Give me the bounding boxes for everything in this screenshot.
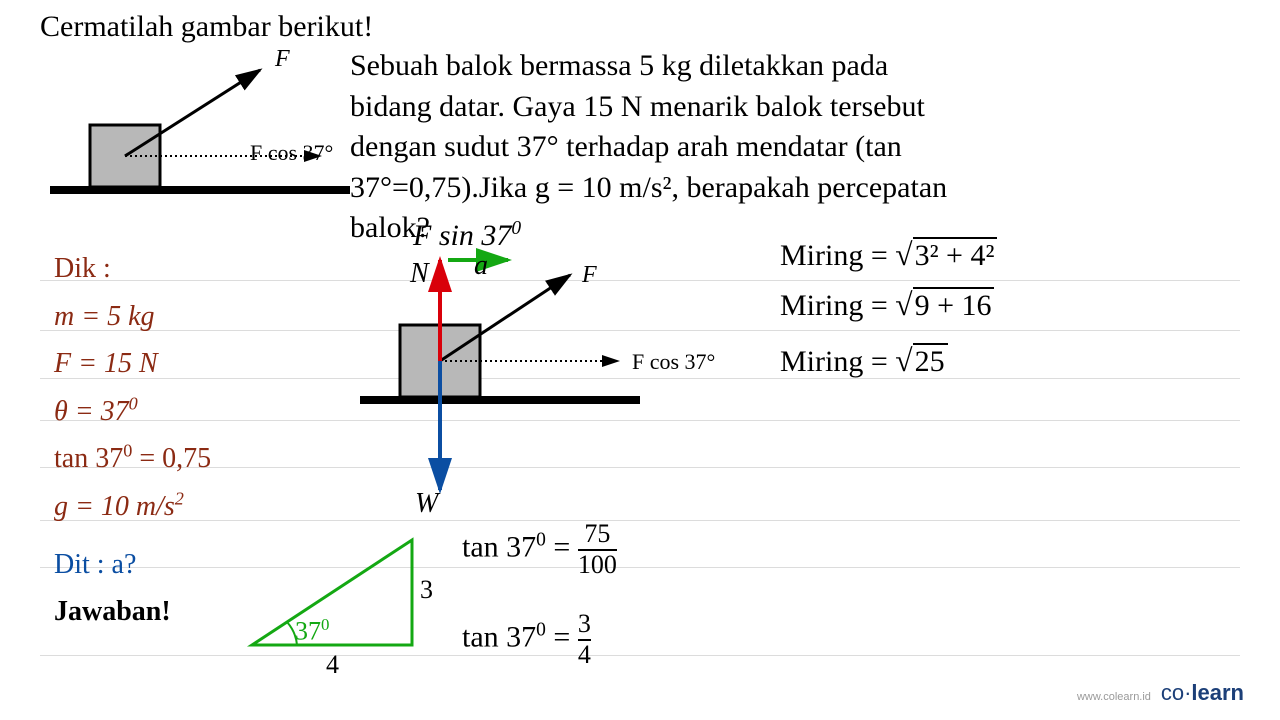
miring-2-body: 9 + 16 — [913, 287, 995, 323]
miring-3-body: 25 — [913, 343, 948, 379]
miring-1-body: 3² + 4² — [913, 237, 998, 273]
problem-line: 37°=0,75).Jika g = 10 m/s², berapakah pe… — [350, 171, 947, 204]
label-Fcos37: F cos 37° — [250, 140, 333, 166]
tan2-left: tan 37 — [462, 620, 536, 653]
frac1-num: 75 — [578, 520, 617, 549]
page-title: Cermatilah gambar berikut! — [40, 10, 373, 44]
dik-tan-l: tan 37 — [54, 443, 123, 474]
dik-theta: θ = 370 — [54, 388, 211, 436]
footer-url: www.colearn.id — [1077, 691, 1151, 703]
sqrt-icon: 25 — [895, 343, 947, 379]
dik-theta-l: θ = 37 — [54, 396, 129, 427]
given-block: Dik : m = 5 kg F = 15 N θ = 370 tan 370 … — [54, 245, 211, 636]
fraction-1: 75 100 — [578, 520, 617, 579]
triangle-angle-sup: 0 — [321, 615, 329, 634]
tan-eq-1: tan 370 = 75 100 — [462, 520, 617, 579]
hline — [40, 520, 1240, 521]
tan-eq-2: tan 370 = 3 4 — [462, 610, 591, 669]
label-N: N — [410, 258, 429, 290]
tan1-left: tan 37 — [462, 530, 536, 563]
triangle-diagram — [242, 530, 422, 660]
tan2-sup: 0 — [536, 619, 546, 640]
label-F2: F — [582, 262, 597, 289]
label-Fsin-sup: 0 — [511, 218, 521, 239]
frac2-num: 3 — [578, 610, 591, 639]
frac2-den: 4 — [578, 639, 591, 670]
problem-line: Sebuah balok bermassa 5 kg diletakkan pa… — [350, 49, 888, 82]
diagram-force-1 — [50, 45, 350, 225]
dik-label: Dik : — [54, 245, 211, 293]
tan1-eq: = — [546, 530, 578, 563]
dik-theta-sup: 0 — [129, 393, 138, 413]
miring-2-left: Miring = — [780, 289, 895, 322]
label-Fsin: F sin 37 — [413, 219, 511, 252]
dik-tan: tan 370 = 0,75 — [54, 435, 211, 483]
label-Fcos37-2: F cos 37° — [632, 349, 715, 375]
triangle-side-b: 4 — [326, 650, 339, 680]
sqrt-icon: 9 + 16 — [895, 287, 994, 323]
jawaban-label: Jawaban! — [54, 588, 211, 636]
problem-line: bidang datar. Gaya 15 N menarik balok te… — [350, 90, 925, 123]
dik-g-sup: 2 — [175, 489, 184, 509]
footer-brand2: learn — [1191, 680, 1244, 705]
dik-g-l: g = 10 m/s — [54, 491, 175, 522]
miring-3-left: Miring = — [780, 345, 895, 378]
sqrt-icon: 3² + 4² — [895, 237, 997, 273]
footer-brand: www.colearn.id co·learn — [1077, 680, 1244, 706]
frac1-den: 100 — [578, 549, 617, 580]
problem-line: dengan sudut 37° terhadap arah mendatar … — [350, 130, 902, 163]
miring-3: Miring = 25 — [780, 343, 948, 379]
miring-2: Miring = 9 + 16 — [780, 287, 994, 323]
tan2-eq: = — [546, 620, 578, 653]
hline — [40, 567, 1240, 568]
dik-tan-sup: 0 — [123, 441, 132, 461]
dik-F: F = 15 N — [54, 340, 211, 388]
footer-brand1: co — [1161, 680, 1184, 705]
label-W: W — [415, 488, 438, 520]
label-F: F — [275, 46, 290, 73]
dik-g: g = 10 m/s2 — [54, 483, 211, 531]
dit-label: Dit : a? — [54, 541, 211, 589]
dik-m: m = 5 kg — [54, 293, 211, 341]
tan1-sup: 0 — [536, 529, 546, 550]
label-a: a — [474, 250, 488, 282]
miring-1: Miring = 3² + 4² — [780, 237, 997, 273]
miring-1-left: Miring = — [780, 239, 895, 272]
triangle-angle: 370 — [295, 615, 329, 647]
triangle-side-a: 3 — [420, 575, 433, 605]
fraction-2: 3 4 — [578, 610, 591, 669]
hline — [40, 655, 1240, 656]
triangle-angle-val: 37 — [295, 617, 321, 646]
dik-tan-r: = 0,75 — [132, 443, 211, 474]
